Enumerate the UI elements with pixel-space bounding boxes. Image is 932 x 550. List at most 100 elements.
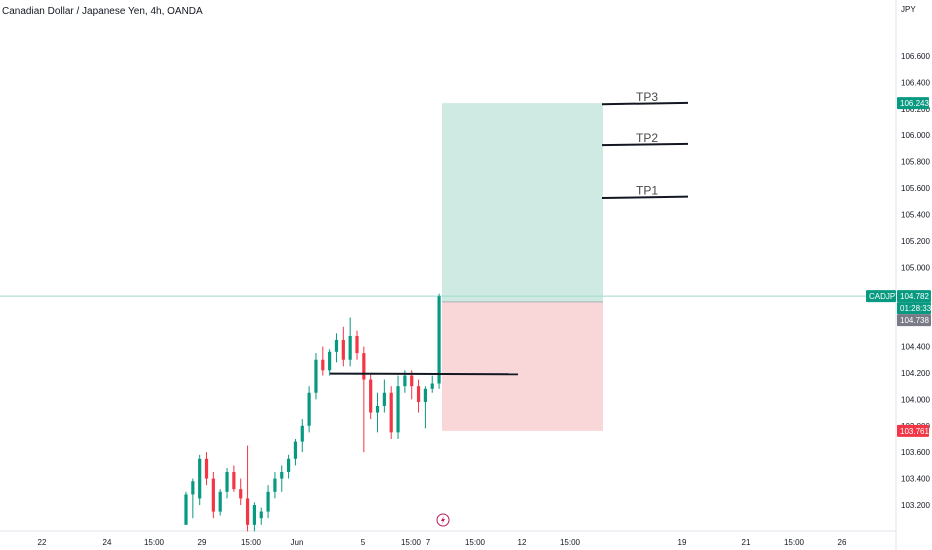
- candle-body: [204, 458, 209, 479]
- candle: [198, 454, 202, 505]
- y-tick-label: 106.200: [901, 105, 930, 114]
- tp-line[interactable]: [601, 101, 689, 106]
- candle: [191, 478, 195, 519]
- candle-body: [245, 498, 250, 525]
- symbol-badge: CADJPY: [866, 290, 901, 303]
- tp-label: TP2: [636, 131, 658, 145]
- y-tick-label: 106.400: [901, 78, 930, 87]
- candle-body: [314, 359, 318, 393]
- y-tick-label: 106.000: [901, 131, 930, 140]
- x-tick-label: 15:00: [401, 538, 422, 547]
- tp-label: TP1: [636, 184, 658, 198]
- candle: [314, 353, 318, 400]
- candle-body: [396, 386, 400, 433]
- x-tick-label: 7: [426, 538, 431, 547]
- candle: [204, 452, 209, 486]
- candle-body: [355, 335, 359, 354]
- candle-body: [382, 392, 386, 406]
- candle: [239, 478, 243, 505]
- candle: [266, 485, 270, 519]
- chart-title: Canadian Dollar / Japanese Yen, 4h, OAND…: [2, 6, 203, 17]
- candle: [416, 379, 421, 413]
- candle: [362, 346, 366, 453]
- candles: [184, 293, 441, 532]
- candle: [334, 333, 339, 363]
- candle: [211, 471, 215, 519]
- candle-body: [232, 471, 236, 490]
- x-tick-label: 22: [38, 538, 47, 547]
- y-tick-label: 105.800: [901, 158, 930, 167]
- candle-body: [239, 489, 243, 499]
- symbol-badge-bg: [866, 290, 896, 303]
- candle-body: [293, 441, 298, 459]
- candle: [184, 491, 188, 525]
- candle: [355, 330, 359, 360]
- candle-body: [191, 481, 195, 495]
- candle: [273, 471, 277, 499]
- y-tick-label: 104.000: [901, 395, 930, 404]
- stop-loss-zone[interactable]: [442, 301, 603, 431]
- candle-body: [389, 392, 393, 433]
- candle-body: [287, 458, 291, 472]
- x-tick-label: 15:00: [241, 538, 262, 547]
- stop-badge: 103.761: [897, 424, 929, 437]
- y-tick-label: 106.600: [901, 52, 930, 61]
- candle-body: [307, 392, 311, 426]
- candle: [328, 349, 332, 376]
- x-tick-label: 15:00: [560, 538, 581, 547]
- countdown-badge-text: 01:28:33: [900, 304, 932, 313]
- candle: [252, 502, 256, 532]
- price-badge-bg: [897, 290, 931, 303]
- price-axis[interactable]: 106.600 106.400 106.200 106.000 105.800 105.6…: [901, 52, 930, 510]
- currency-label: JPY: [901, 5, 916, 14]
- x-tick-label: Jun: [291, 538, 304, 547]
- entry-badge-text: 104.738: [900, 316, 929, 325]
- candle-body: [369, 379, 373, 413]
- time-axis[interactable]: 22 24 15:00 29 15:00 Jun 5 15:00 7 15:00 12 15:00 19…: [38, 538, 847, 547]
- x-tick-label: 15:00: [144, 538, 165, 547]
- candle: [321, 346, 325, 376]
- x-tick-label: 15:00: [465, 538, 486, 547]
- y-tick-label: 105.000: [901, 263, 930, 272]
- tp-line[interactable]: [601, 195, 689, 199]
- x-tick-label: 15:00: [784, 538, 805, 547]
- x-tick-label: 26: [838, 538, 847, 547]
- candle: [307, 386, 311, 433]
- x-tick-label: 24: [103, 538, 112, 547]
- countdown-badge: 01:28:33: [897, 302, 932, 315]
- candle: [218, 489, 222, 516]
- stop-badge-bg: [897, 424, 929, 437]
- take-profit-zone[interactable]: [442, 103, 603, 302]
- tp-label: TP3: [636, 90, 658, 104]
- candle: [245, 445, 250, 532]
- price-badge-text: 104.782: [900, 292, 929, 301]
- y-tick-label: 103.400: [901, 475, 930, 484]
- candle-body: [416, 386, 421, 402]
- candle: [348, 317, 352, 367]
- position-zones[interactable]: [0, 103, 896, 431]
- candle: [369, 372, 373, 420]
- lightning-icon[interactable]: [436, 513, 450, 527]
- candle: [287, 454, 291, 479]
- drawn-lines[interactable]: TP3 TP2 TP1: [329, 90, 689, 376]
- support-line[interactable]: [329, 372, 519, 376]
- stop-badge-text: 103.761: [900, 427, 929, 436]
- y-tick-label: 105.200: [901, 237, 930, 246]
- candle-body: [198, 458, 202, 499]
- candle-body: [252, 505, 256, 525]
- candle-body: [334, 339, 339, 352]
- entry-badge: 104.738: [897, 314, 931, 327]
- candle-body: [211, 478, 215, 512]
- candle: [437, 293, 441, 389]
- y-tick-label: 103.200: [901, 501, 930, 510]
- candle: [341, 326, 345, 367]
- candle-body: [321, 359, 325, 371]
- candle-body: [280, 471, 284, 479]
- candle-body: [273, 478, 277, 492]
- x-tick-label: 29: [198, 538, 207, 547]
- candle-body: [300, 425, 304, 442]
- candle-body: [184, 494, 188, 525]
- candle-body: [225, 471, 229, 492]
- tp-line[interactable]: [601, 142, 689, 147]
